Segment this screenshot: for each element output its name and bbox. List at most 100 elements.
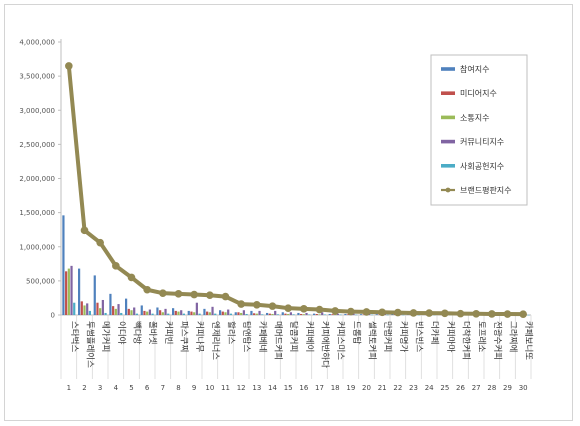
bar-5-2 — [88, 310, 91, 315]
x-category-name: 커피스미스 — [335, 321, 345, 360]
bar-5-12 — [245, 313, 248, 315]
bar-1-8 — [172, 308, 175, 315]
bar-5-14 — [276, 314, 279, 315]
bar-5-15 — [292, 314, 295, 315]
bar-4-4 — [117, 304, 120, 315]
x-rank-number: 13 — [252, 384, 261, 392]
bar-1-4 — [109, 293, 112, 315]
axes — [58, 39, 532, 379]
bar-2-11 — [221, 311, 224, 315]
bar-4-19 — [352, 313, 355, 315]
bar-1-9 — [187, 310, 190, 315]
bar-5-7 — [167, 313, 170, 315]
x-category-name: 커피빈 — [163, 321, 173, 344]
reputation-point-16 — [300, 305, 308, 313]
x-rank-number: 11 — [221, 384, 230, 392]
x-category-name: 엔제리너스 — [210, 321, 221, 360]
reputation-point-1 — [65, 62, 73, 70]
reputation-point-14 — [268, 302, 277, 310]
y-tick-label: 2,000,000 — [19, 175, 55, 183]
x-category-name: 커피마마 — [445, 321, 455, 352]
reputation-point-12 — [237, 300, 245, 308]
bar-2-6 — [143, 310, 146, 315]
bar-1-3 — [93, 275, 96, 315]
bar-1-5 — [125, 298, 128, 315]
x-category-name: 달콤커피 — [288, 321, 299, 352]
bar-5-4 — [120, 312, 123, 315]
x-category-name: 이디야 — [116, 321, 127, 345]
bar-4-1 — [70, 265, 73, 315]
bar-4-3 — [101, 299, 104, 315]
reputation-point-4 — [112, 262, 120, 270]
bar-4-15 — [289, 312, 292, 315]
bar-4-5 — [133, 307, 136, 315]
bar-1-13 — [250, 310, 253, 315]
bar-1-17 — [313, 313, 316, 315]
reputation-point-21 — [378, 308, 386, 317]
x-rank-number: 21 — [378, 384, 387, 392]
legend-label: 소통지수 — [460, 113, 489, 122]
bar-5-19 — [355, 314, 358, 316]
bar-1-12 — [234, 312, 237, 315]
reputation-point-3 — [96, 238, 104, 247]
reputation-point-7 — [159, 289, 167, 297]
x-rank-number: 14 — [268, 384, 277, 392]
bar-5-13 — [261, 314, 264, 315]
bar-3-11 — [224, 312, 227, 315]
y-tick-labels: 0 500,000 1,000,000 1,500,000 2,000,000 2,500… — [19, 39, 55, 320]
bar-1-14 — [266, 312, 269, 315]
bar-1-19 — [344, 313, 347, 315]
bar-4-16 — [305, 312, 308, 315]
bar-5-1 — [73, 302, 76, 315]
bar-3-9 — [193, 312, 196, 315]
x-rank-number: 3 — [98, 384, 102, 392]
bar-4-12 — [242, 310, 245, 315]
bar-4-17 — [321, 312, 324, 315]
x-rank-number: 27 — [472, 384, 481, 392]
x-category-name: 빈스빈스 — [414, 321, 424, 352]
bar-1-18 — [328, 313, 331, 315]
legend-label: 사회공헌지수 — [460, 162, 504, 171]
bar-5-18 — [339, 314, 342, 316]
bar-5-8 — [182, 313, 185, 315]
legend-label: 브랜드평판지수 — [460, 185, 512, 195]
bar-1-16 — [297, 312, 300, 315]
x-rank-number: 25 — [440, 384, 449, 392]
reputation-point-18 — [331, 307, 339, 315]
legend-swatch — [441, 164, 455, 168]
x-rank-number: 1 — [67, 384, 71, 392]
x-category-name: 폴바셋 — [147, 321, 158, 345]
bar-5-6 — [151, 313, 154, 315]
bar-1-6 — [140, 305, 143, 315]
reputation-point-29 — [503, 310, 512, 318]
bar-5-30 — [527, 314, 530, 316]
legend-swatch — [441, 115, 455, 120]
x-category-name: 탐앤탐스 — [241, 321, 252, 352]
bar-3-4 — [114, 308, 117, 315]
legend-label: 커뮤니티지수 — [460, 137, 504, 147]
bar-5-3 — [104, 312, 107, 315]
bar-5-22 — [402, 314, 405, 316]
bar-2-13 — [253, 313, 256, 315]
bar-4-10 — [211, 306, 214, 315]
brand-reputation-chart: 0 500,000 1,000,000 1,500,000 2,000,000 2,500… — [19, 39, 534, 393]
bar-1-1 — [62, 215, 65, 315]
x-rank-number: 19 — [346, 384, 355, 392]
bar-3-17 — [318, 314, 321, 315]
bar-3-5 — [130, 310, 133, 315]
x-category-name: 할리스 — [226, 321, 237, 345]
bar-3-14 — [271, 313, 274, 315]
x-rank-number: 2 — [82, 384, 86, 392]
legend-swatch — [441, 67, 455, 71]
y-tick-label: 500,000 — [26, 277, 55, 285]
x-rank-number: 17 — [315, 384, 324, 392]
reputation-point-25 — [441, 309, 449, 318]
bar-1-7 — [156, 307, 159, 315]
reputation-point-24 — [425, 309, 433, 317]
bar-2-20 — [362, 314, 365, 315]
bar-2-17 — [315, 313, 318, 315]
x-category-name: 더착한커피 — [461, 321, 471, 360]
x-category-name: 카페베네 — [257, 321, 268, 352]
bar-5-17 — [323, 314, 326, 315]
